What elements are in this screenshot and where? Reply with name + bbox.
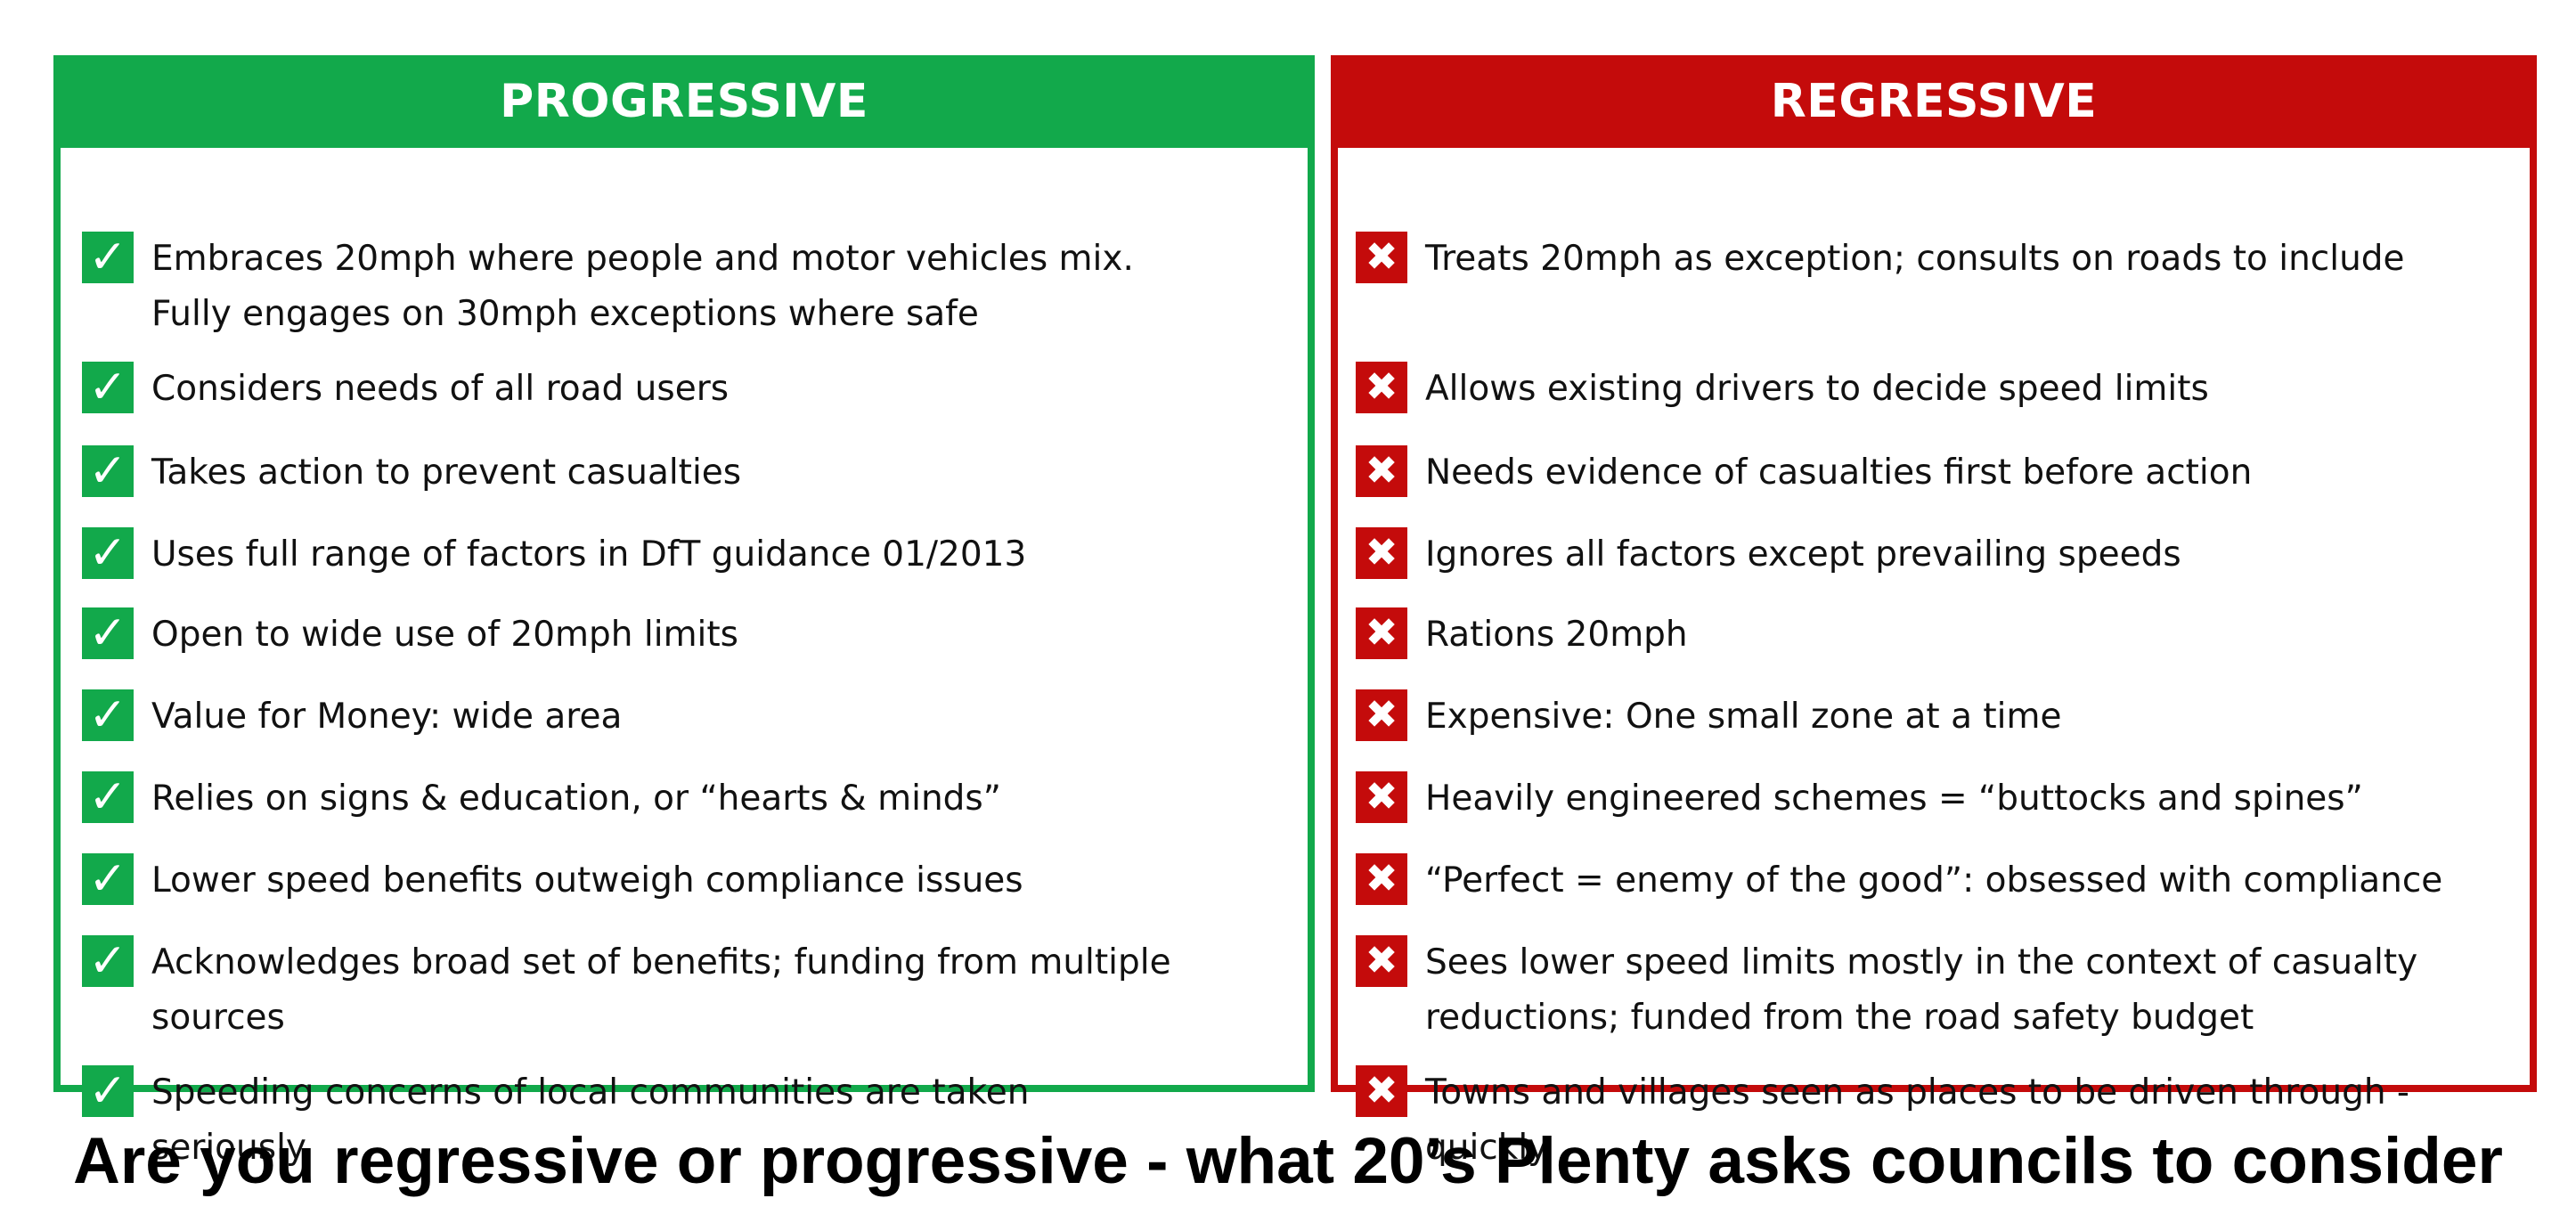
regressive-item-text: “Perfect = enemy of the good”: obsessed … (1425, 860, 2443, 901)
regressive-item: ✖ Sees lower speed limits mostly in the … (1338, 935, 2530, 1046)
progressive-item: ✓ Considers needs of all road users (61, 362, 1308, 417)
progressive-header: PROGRESSIVE (53, 55, 1315, 148)
regressive-item: ✖ Towns and villages seen as places to b… (1338, 1065, 2530, 1176)
progressive-panel: PROGRESSIVE ✓ Embraces 20mph where peopl… (53, 55, 1315, 1168)
regressive-item-text: Sees lower speed limits mostly in the co… (1425, 942, 2418, 1038)
cross-icon: ✖ (1356, 362, 1407, 413)
regressive-item: ✖ Rations 20mph (1338, 607, 2530, 663)
regressive-item: ✖ Needs evidence of casualties first bef… (1338, 445, 2530, 501)
progressive-item: ✓ Speeding concerns of local communities… (61, 1065, 1308, 1176)
regressive-item-text: Heavily engineered schemes = “buttocks a… (1425, 779, 2363, 819)
progressive-item: ✓ Takes action to prevent casualties (61, 445, 1308, 501)
check-icon: ✓ (82, 527, 134, 579)
regressive-item: ✖ Expensive: One small zone at a time (1338, 689, 2530, 745)
progressive-item-text: Speeding concerns of local communities a… (151, 1072, 1030, 1168)
check-icon: ✓ (82, 853, 134, 905)
regressive-item-text: Rations 20mph (1425, 615, 1688, 655)
progressive-item: ✓ Acknowledges broad set of benefits; fu… (61, 935, 1308, 1046)
regressive-item: ✖ Ignores all factors except prevailing … (1338, 527, 2530, 583)
progressive-item-text: Lower speed benefits outweigh compliance… (151, 860, 1023, 901)
progressive-item: ✓ Uses full range of factors in DfT guid… (61, 527, 1308, 583)
check-icon: ✓ (82, 232, 134, 283)
check-icon: ✓ (82, 771, 134, 823)
progressive-item: ✓ Relies on signs & education, or “heart… (61, 771, 1308, 827)
regressive-item: ✖ Allows existing drivers to decide spee… (1338, 362, 2530, 417)
cross-icon: ✖ (1356, 689, 1407, 741)
regressive-item-text: Towns and villages seen as places to be … (1425, 1072, 2410, 1168)
progressive-item-text: Acknowledges broad set of benefits; fund… (151, 942, 1171, 1038)
regressive-header: REGRESSIVE (1331, 55, 2537, 148)
caption: Are you regressive or progressive - what… (73, 1125, 2503, 1197)
cross-icon: ✖ (1356, 935, 1407, 987)
cross-icon: ✖ (1356, 445, 1407, 497)
cross-icon: ✖ (1356, 232, 1407, 283)
cross-icon: ✖ (1356, 771, 1407, 823)
regressive-panel: REGRESSIVE ✖ Treats 20mph as exception; … (1331, 55, 2537, 1168)
check-icon: ✓ (82, 362, 134, 413)
cross-icon: ✖ (1356, 607, 1407, 659)
progressive-item-text: Open to wide use of 20mph limits (151, 615, 739, 655)
progressive-item: ✓ Open to wide use of 20mph limits (61, 607, 1308, 663)
progressive-item: ✓ Lower speed benefits outweigh complian… (61, 853, 1308, 909)
progressive-item-text: Embraces 20mph where people and motor ve… (151, 239, 1134, 334)
check-icon: ✓ (82, 607, 134, 659)
regressive-item: ✖ “Perfect = enemy of the good”: obsesse… (1338, 853, 2530, 909)
progressive-item-text: Considers needs of all road users (151, 369, 730, 409)
cross-icon: ✖ (1356, 853, 1407, 905)
check-icon: ✓ (82, 935, 134, 987)
cross-icon: ✖ (1356, 527, 1407, 579)
check-icon: ✓ (82, 689, 134, 741)
regressive-item-text: Allows existing drivers to decide speed … (1425, 369, 2209, 409)
progressive-item-text: Takes action to prevent casualties (151, 452, 742, 493)
progressive-item: ✓ Embraces 20mph where people and motor … (61, 232, 1308, 342)
check-icon: ✓ (82, 1065, 134, 1117)
regressive-item: ✖ Treats 20mph as exception; consults on… (1338, 232, 2530, 287)
regressive-item-text: Expensive: One small zone at a time (1425, 697, 2062, 737)
check-icon: ✓ (82, 445, 134, 497)
cross-icon: ✖ (1356, 1065, 1407, 1117)
regressive-item-text: Needs evidence of casualties first befor… (1425, 452, 2253, 493)
regressive-item-text: Treats 20mph as exception; consults on r… (1425, 239, 2405, 279)
progressive-item-text: Uses full range of factors in DfT guidan… (151, 534, 1027, 575)
progressive-item: ✓ Value for Money: wide area (61, 689, 1308, 745)
regressive-item: ✖ Heavily engineered schemes = “buttocks… (1338, 771, 2530, 827)
progressive-item-text: Value for Money: wide area (151, 697, 623, 737)
progressive-item-text: Relies on signs & education, or “hearts … (151, 779, 1001, 819)
regressive-item-text: Ignores all factors except prevailing sp… (1425, 534, 2181, 575)
